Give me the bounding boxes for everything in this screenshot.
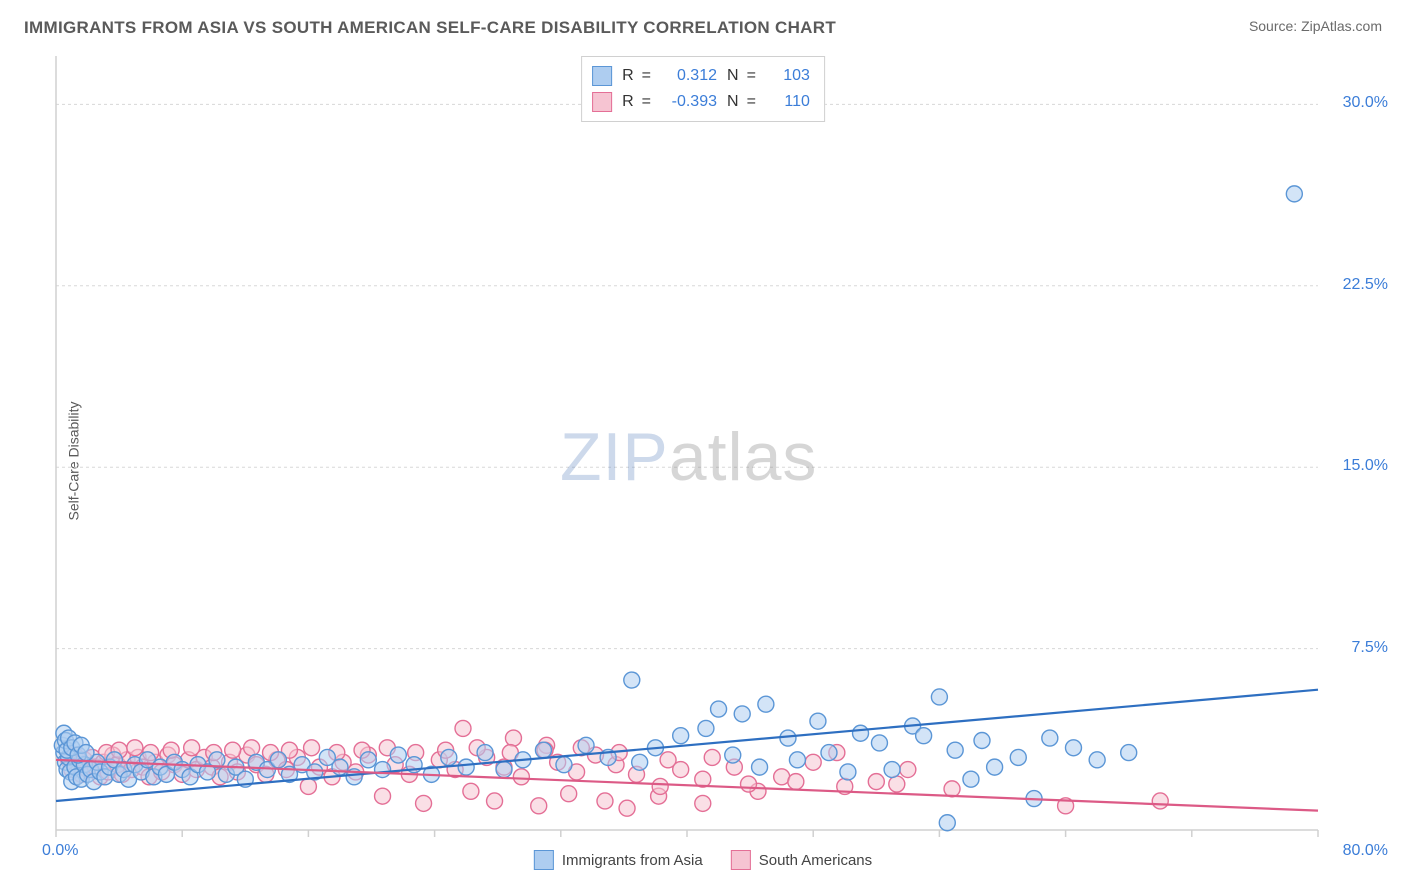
- legend-item-asia: Immigrants from Asia: [534, 850, 703, 870]
- legend-item-sa: South Americans: [731, 850, 872, 870]
- chart-title: IMMIGRANTS FROM ASIA VS SOUTH AMERICAN S…: [24, 18, 836, 38]
- stats-row-sa: R = -0.393 N = 110: [592, 89, 810, 115]
- swatch-sa: [592, 92, 612, 112]
- y-tick-label: 30.0%: [1343, 94, 1388, 112]
- stats-row-asia: R = 0.312 N = 103: [592, 63, 810, 89]
- y-tick-label: 7.5%: [1352, 639, 1388, 657]
- x-tick-label: 0.0%: [42, 842, 78, 860]
- swatch-sa-icon: [731, 850, 751, 870]
- chart-container: Self-Care Disability ZIPatlas R = 0.312 …: [0, 46, 1406, 876]
- x-tick-label: 80.0%: [1343, 842, 1388, 860]
- series-legend: Immigrants from Asia South Americans: [534, 850, 872, 870]
- swatch-asia: [592, 66, 612, 86]
- source-credit: Source: ZipAtlas.com: [1249, 18, 1382, 34]
- swatch-asia-icon: [534, 850, 554, 870]
- stats-legend: R = 0.312 N = 103 R = -0.393 N = 110: [581, 56, 825, 122]
- y-tick-label: 22.5%: [1343, 276, 1388, 294]
- y-tick-label: 15.0%: [1343, 457, 1388, 475]
- scatter-plot: [48, 46, 1388, 876]
